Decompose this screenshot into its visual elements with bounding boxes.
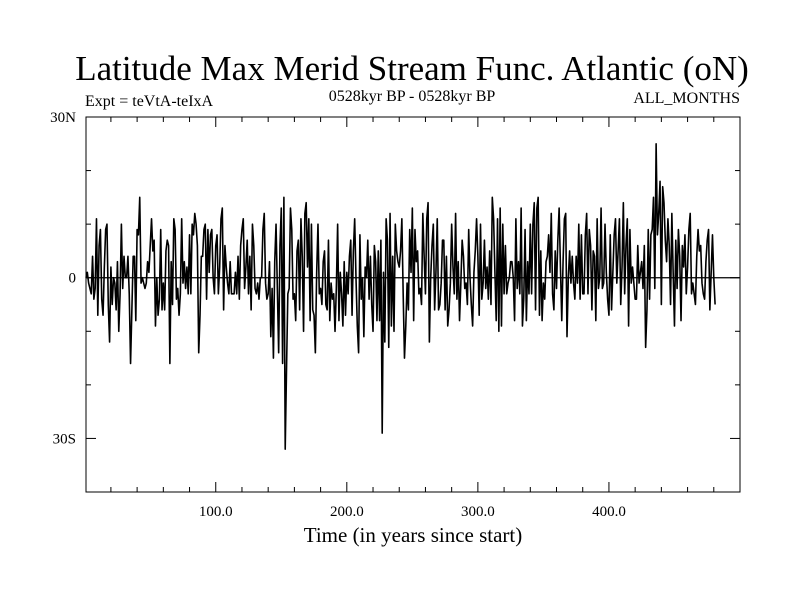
y-tick-label: 0	[69, 271, 77, 287]
tick-labels: 100.0 200.0 300.0 400.0 30N 0 30S	[50, 110, 626, 520]
x-tick-label: 300.0	[461, 504, 495, 520]
y-tick-label: 30N	[50, 110, 76, 126]
chart-subtitle-center: 0528kyr BP - 0528kyr BP	[329, 88, 496, 105]
x-tick-label: 400.0	[592, 504, 626, 520]
plot-frame	[85, 116, 741, 493]
chart-subtitle-left: Expt = teVtA-teIxA	[85, 93, 214, 110]
chart-subtitle-right: ALL_MONTHS	[633, 90, 740, 107]
series-line-latitude	[85, 142, 716, 450]
y-tick-label: 30S	[53, 431, 76, 447]
chart-title: Latitude Max Merid Stream Func. Atlantic…	[75, 49, 749, 88]
axis-ticks	[86, 116, 740, 493]
x-axis-label: Time (in years since start)	[304, 523, 523, 547]
x-tick-label: 200.0	[330, 504, 364, 520]
x-tick-label: 100.0	[199, 504, 233, 520]
